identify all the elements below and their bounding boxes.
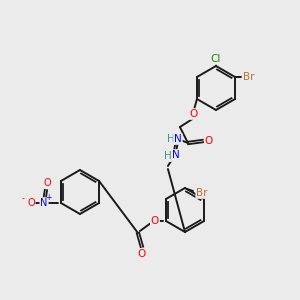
Text: O: O [27, 198, 35, 208]
Text: H: H [164, 151, 172, 161]
Text: Br: Br [196, 188, 208, 198]
Text: O: O [43, 178, 51, 188]
Text: O: O [205, 136, 213, 146]
Text: O: O [190, 109, 198, 119]
Text: O: O [138, 249, 146, 259]
Text: Br: Br [243, 72, 255, 82]
Text: N: N [174, 134, 182, 144]
Text: O: O [151, 216, 159, 226]
Text: N: N [172, 150, 180, 160]
Text: +: + [45, 194, 51, 202]
Text: N: N [40, 198, 48, 208]
Text: -: - [21, 194, 24, 203]
Text: Cl: Cl [211, 54, 221, 64]
Text: H: H [167, 134, 175, 144]
